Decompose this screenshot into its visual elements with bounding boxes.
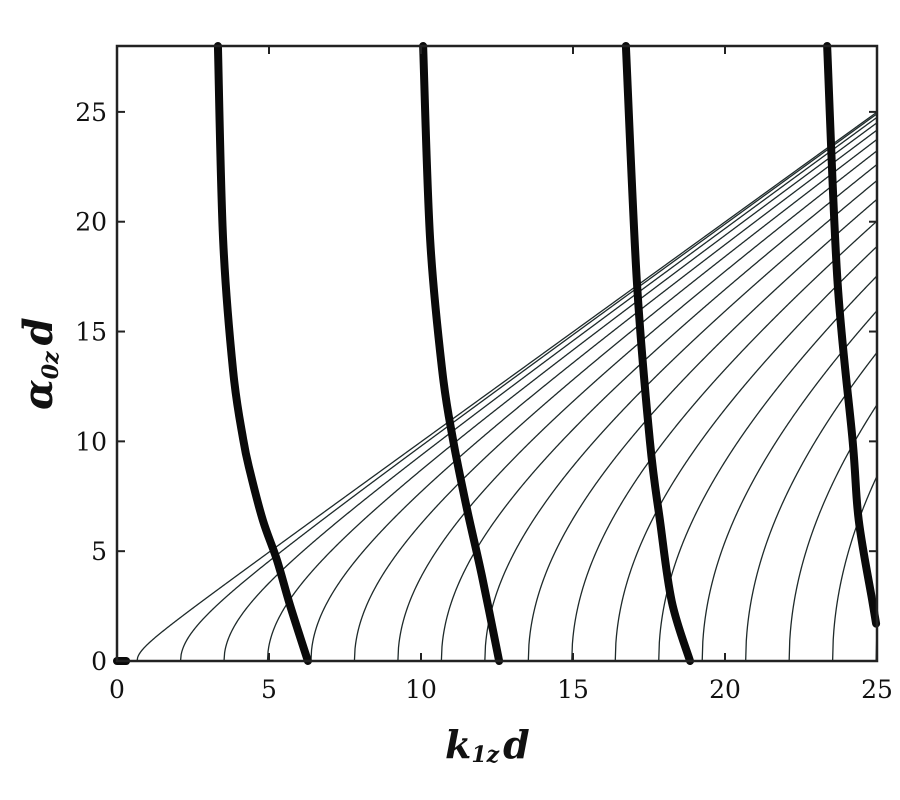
y-tick-label: 10 xyxy=(75,427,107,456)
y-axis-label: α0zd xyxy=(15,317,64,410)
thin-curve-7 xyxy=(440,164,878,662)
y-tick-label: 0 xyxy=(91,647,107,676)
thin-curve-5 xyxy=(353,139,878,662)
y-tick-label: 20 xyxy=(75,208,107,237)
thin-curve-3 xyxy=(266,122,878,662)
thick-curves xyxy=(113,42,881,665)
thin-curve-1 xyxy=(179,113,878,662)
thin-curve-8 xyxy=(484,179,878,662)
x-axis-label: k1z d xyxy=(445,722,530,768)
y-tick-label: 15 xyxy=(75,318,107,347)
x-tick-label: 0 xyxy=(109,675,125,704)
x-tick-label: 15 xyxy=(557,675,589,704)
thin-curve-0 xyxy=(136,111,878,662)
thin-curve-4 xyxy=(310,129,878,662)
x-tick-label: 20 xyxy=(709,675,741,704)
thick-curve-3 xyxy=(823,42,881,628)
y-tick-label: 25 xyxy=(75,98,107,127)
ticks: 0 5 10 15 20 25 0 5 10 15 20 25 xyxy=(75,46,893,704)
thin-curve-2 xyxy=(223,116,878,662)
thin-curve-15 xyxy=(788,404,878,662)
thin-curve-13 xyxy=(701,310,878,662)
thin-curve-14 xyxy=(745,352,878,662)
thin-curve-10 xyxy=(571,220,878,662)
thin-curve-16 xyxy=(831,475,878,662)
thick-curve-1 xyxy=(419,42,504,665)
x-tick-label: 5 xyxy=(261,675,277,704)
thin-curves xyxy=(136,111,878,662)
x-tick-label: 25 xyxy=(861,675,893,704)
plot-frame xyxy=(115,44,879,663)
y-tick-label: 5 xyxy=(91,537,107,566)
thick-curve-0 xyxy=(213,42,312,665)
thick-curve-2 xyxy=(621,42,695,665)
thin-curve-9 xyxy=(527,199,878,662)
x-tick-label: 10 xyxy=(405,675,437,704)
